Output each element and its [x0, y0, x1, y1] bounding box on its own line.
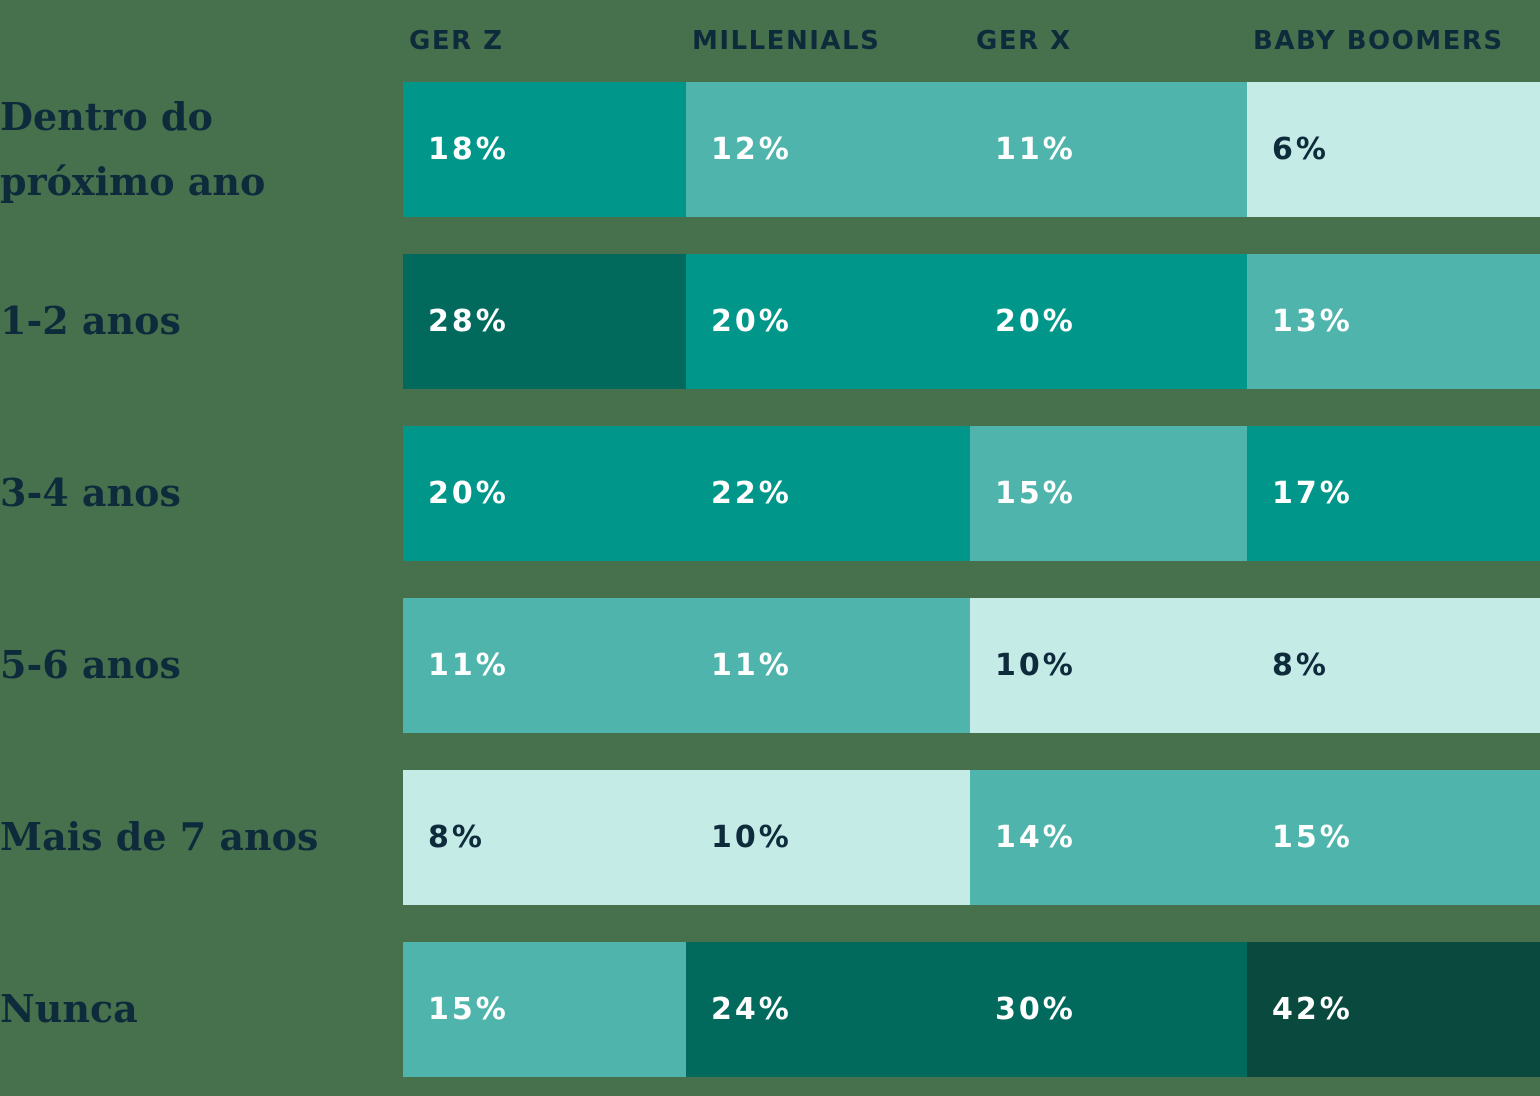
- value-cell-r4-baby-boomers: 8%: [1247, 598, 1540, 733]
- value-cell-r6-baby-boomers: 42%: [1247, 942, 1540, 1077]
- value-cell-r2-ger-x: 20%: [970, 254, 1247, 389]
- value-cell-r5-millenials: 10%: [686, 770, 970, 905]
- value-cell-r5-baby-boomers: 15%: [1247, 770, 1540, 905]
- value-cell-r3-ger-x: 15%: [970, 426, 1247, 561]
- value-cell-r2-baby-boomers: 13%: [1247, 254, 1540, 389]
- value-cell-r5-ger-x: 14%: [970, 770, 1247, 905]
- value-cell-r1-baby-boomers: 6%: [1247, 82, 1540, 217]
- column-header-ger-x: GER X: [976, 26, 1072, 56]
- value-cell-r1-ger-x: 11%: [970, 82, 1247, 217]
- value-cell-r3-baby-boomers: 17%: [1247, 426, 1540, 561]
- value-cell-r1-millenials: 12%: [686, 82, 970, 217]
- value-cell-r3-millenials: 22%: [686, 426, 970, 561]
- value-cell-r6-millenials: 24%: [686, 942, 970, 1077]
- value-cell-r3-ger-z: 20%: [403, 426, 686, 561]
- row-label-nunca: Nunca: [0, 986, 138, 1032]
- column-header-millenials: MILLENIALS: [692, 26, 881, 56]
- value-cell-r1-ger-z: 18%: [403, 82, 686, 217]
- row-label-5-6-anos: 5-6 anos: [0, 642, 181, 688]
- value-cell-r4-millenials: 11%: [686, 598, 970, 733]
- value-cell-r2-millenials: 20%: [686, 254, 970, 389]
- header-spacer: [0, 0, 403, 45]
- column-header-ger-z: GER Z: [409, 26, 504, 56]
- column-header-baby-boomers: BABY BOOMERS: [1253, 26, 1504, 56]
- value-cell-r6-ger-x: 30%: [970, 942, 1247, 1077]
- row-label-mais-de-7-anos: Mais de 7 anos: [0, 814, 319, 860]
- row-label-3-4-anos: 3-4 anos: [0, 470, 181, 516]
- row-label-1-2-anos: 1-2 anos: [0, 298, 181, 344]
- value-cell-r2-ger-z: 28%: [403, 254, 686, 389]
- value-cell-r6-ger-z: 15%: [403, 942, 686, 1077]
- row-label-dentro-do-proximo-ano: Dentro do próximo ano: [0, 93, 266, 204]
- value-cell-r4-ger-z: 11%: [403, 598, 686, 733]
- value-cell-r5-ger-z: 8%: [403, 770, 686, 905]
- value-cell-r4-ger-x: 10%: [970, 598, 1247, 733]
